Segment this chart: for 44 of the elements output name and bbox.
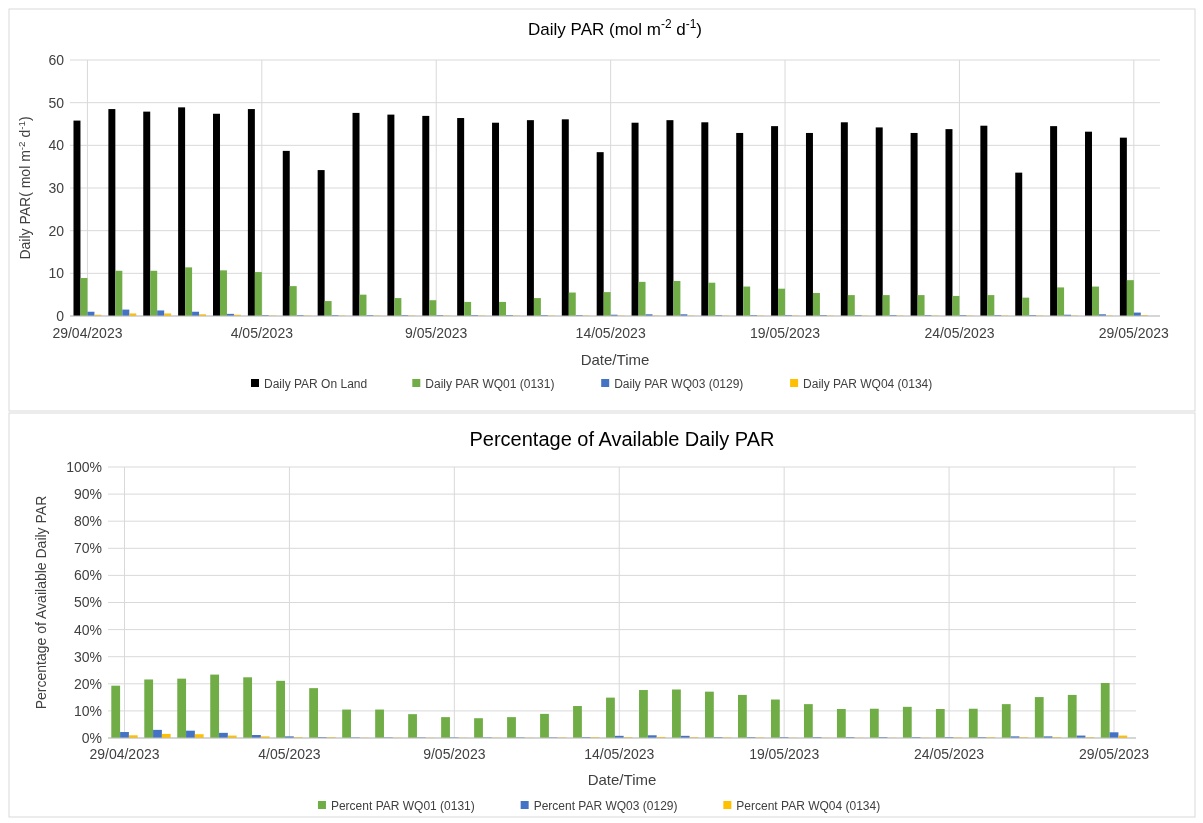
y-tick-label: 40 bbox=[48, 137, 65, 154]
y-tick-label: 60% bbox=[73, 567, 102, 584]
x-tick-label: 29/05/2023 bbox=[1078, 746, 1150, 762]
x-tick-label: 4/05/2023 bbox=[258, 746, 321, 762]
y-tick-label: 0 bbox=[56, 307, 65, 324]
x-tick-label: 29/04/2023 bbox=[52, 325, 123, 341]
y-tick-label: 100% bbox=[66, 458, 102, 475]
y-tick-label: 60 bbox=[48, 51, 65, 68]
y-tick-label: 90% bbox=[73, 486, 102, 502]
x-tick-label: 24/05/2023 bbox=[914, 746, 985, 762]
y-tick-label: 50 bbox=[48, 94, 65, 111]
x-tick-label: 29/04/2023 bbox=[89, 746, 160, 762]
y-tick-label: 40% bbox=[73, 621, 102, 638]
y-axis-title: Percentage of Available Daily PAR bbox=[33, 495, 49, 710]
legend-label: Percent PAR WQ03 (0129) bbox=[533, 799, 678, 813]
legend-label: Daily PAR On Land bbox=[264, 377, 368, 391]
x-tick-label: 9/05/2023 bbox=[423, 746, 486, 762]
legend-label: Percent PAR WQ01 (0131) bbox=[330, 799, 475, 813]
y-tick-label: 10% bbox=[73, 702, 102, 719]
y-tick-label: 80% bbox=[73, 513, 102, 530]
legend-label: Daily PAR WQ04 (0134) bbox=[803, 377, 933, 391]
legend-label: Percent PAR WQ04 (0134) bbox=[736, 799, 881, 813]
y-tick-label: 0% bbox=[81, 729, 102, 746]
x-axis-title: Date/Time bbox=[587, 771, 657, 788]
y-tick-label: 50% bbox=[73, 594, 102, 611]
chart-title: Percentage of Available Daily PAR bbox=[469, 428, 775, 450]
y-tick-label: 30% bbox=[73, 648, 102, 665]
chart-title: Daily PAR (mol m$^{-2}$ d$^{-1}$) bbox=[528, 17, 702, 39]
x-tick-label: 4/05/2023 bbox=[230, 325, 294, 341]
y-tick-label: 30 bbox=[48, 179, 65, 196]
y-tick-label: 70% bbox=[73, 540, 102, 557]
x-tick-label: 9/05/2023 bbox=[405, 325, 468, 341]
y-tick-label: 20 bbox=[48, 222, 65, 239]
x-tick-label: 14/05/2023 bbox=[584, 746, 655, 762]
y-tick-label: 10 bbox=[48, 265, 65, 282]
legend-label: Daily PAR WQ01 (0131) bbox=[425, 377, 555, 391]
y-tick-label: 20% bbox=[73, 675, 102, 692]
x-tick-label: 19/05/2023 bbox=[750, 325, 821, 341]
x-axis-title: Date/Time bbox=[580, 351, 650, 368]
x-tick-label: 29/05/2023 bbox=[1098, 325, 1170, 341]
x-tick-label: 19/05/2023 bbox=[749, 746, 820, 762]
legend-label: Daily PAR WQ03 (0129) bbox=[614, 377, 744, 391]
x-tick-label: 24/05/2023 bbox=[924, 325, 995, 341]
x-tick-label: 14/05/2023 bbox=[575, 325, 646, 341]
